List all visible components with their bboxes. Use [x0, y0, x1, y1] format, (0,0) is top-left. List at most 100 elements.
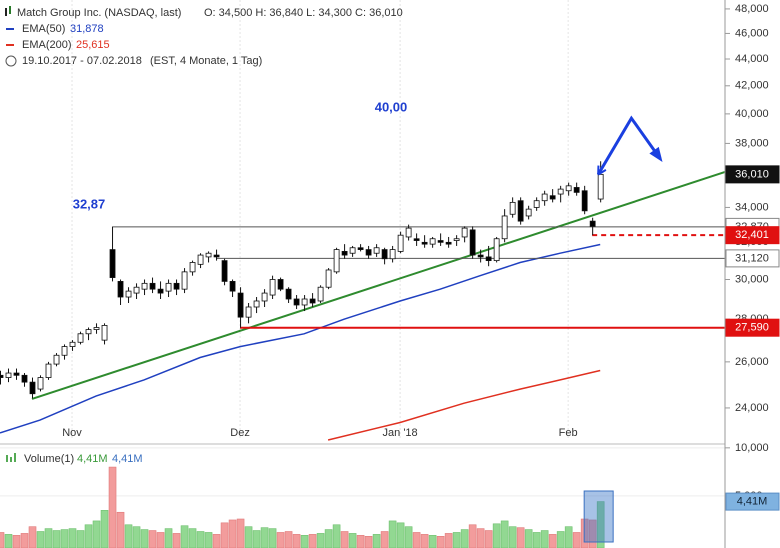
candle-body [181, 271, 188, 290]
candle-body [293, 298, 300, 306]
candle-body [445, 241, 452, 245]
legend-value: 25,615 [76, 39, 110, 51]
candle-body [245, 306, 252, 318]
quote: O: 34,500 H: 36,840 L: 34,300 C: 36,010 [204, 7, 403, 19]
candle-body [317, 286, 324, 302]
candle-body [213, 254, 220, 258]
volume-bar [508, 526, 517, 548]
arrow-head [649, 146, 663, 163]
volume-bar [476, 528, 485, 548]
y-tick-label: 26,000 [735, 356, 769, 368]
price-box-label: 32,401 [735, 229, 769, 241]
price-box-label: 31,120 [735, 252, 769, 264]
candle-body [469, 229, 476, 256]
volume-bar [532, 532, 541, 548]
candle-body [373, 247, 380, 254]
volume-bar [212, 534, 221, 548]
x-tick-label: Jan '18 [383, 427, 418, 439]
candle-body [517, 200, 524, 222]
candle-body [229, 281, 236, 292]
price-box-label: 36,010 [735, 168, 769, 180]
candle-body [325, 269, 332, 288]
annotation: 32,87 [73, 196, 106, 211]
volume-bar [28, 526, 37, 548]
candle-body [85, 329, 92, 335]
price-box [725, 165, 780, 184]
candle-body [429, 238, 436, 245]
candle-body [165, 282, 172, 292]
candle-body [173, 282, 180, 290]
volume-bar [244, 526, 253, 548]
ema-line [0, 243, 601, 434]
volume-bar [324, 529, 333, 548]
volume-bar [332, 524, 341, 548]
candle-body [565, 185, 572, 192]
volume-bar [236, 518, 245, 548]
volume-bar [484, 530, 493, 548]
volume-bar [0, 532, 5, 548]
annotation: 40,00 [375, 99, 408, 114]
candle-body [509, 201, 516, 215]
volume-bar [20, 533, 29, 548]
price-box-label: 4,41M [737, 496, 768, 508]
legend-name: EMA(200) [22, 39, 72, 51]
candle-body [77, 333, 84, 343]
candle-body [157, 288, 164, 294]
volume-pane [0, 447, 725, 548]
arrow-head [597, 165, 607, 176]
volume-bar [276, 532, 285, 548]
icon [6, 455, 8, 462]
y-tick-label: 40,000 [735, 108, 769, 120]
volume-bar [68, 528, 77, 548]
legend-value: 31,878 [70, 23, 104, 35]
y-tick-label: 38,000 [735, 137, 769, 149]
volume-bar [204, 532, 213, 548]
volume-bar [44, 528, 53, 548]
y-tick-label: 24,000 [735, 402, 769, 414]
candle-body [541, 193, 548, 202]
candle-body [53, 354, 60, 365]
volume-bar [140, 529, 149, 548]
candle-body [349, 247, 356, 254]
volume-bar [420, 534, 429, 548]
candle-body [189, 262, 196, 273]
volume-bar [60, 529, 69, 548]
projection-arrow [596, 115, 662, 176]
candle-body [365, 249, 372, 256]
y-tick-label: 30,000 [735, 273, 769, 285]
candle-body [597, 173, 604, 200]
candle-body [301, 298, 308, 306]
candle-body [309, 298, 316, 304]
volume-bar [396, 522, 405, 548]
volume-bar [524, 529, 533, 548]
candle-body [205, 252, 212, 258]
candle-body [221, 260, 228, 282]
candle-body [405, 227, 412, 238]
candle-body [453, 238, 460, 241]
candle-body [133, 286, 140, 294]
volume-bar [492, 523, 501, 548]
volume-bar [4, 534, 13, 548]
price-box [725, 492, 780, 511]
volume-bar [404, 526, 413, 548]
candle-body [461, 227, 468, 238]
price-box [725, 226, 780, 245]
volume-bar [548, 534, 557, 548]
y-tick-label: 46,000 [735, 27, 769, 39]
x-tick-label: Feb [559, 427, 578, 439]
candle-body [117, 281, 124, 298]
candle-body [29, 381, 36, 395]
candle-body [45, 363, 52, 378]
volume-bar [316, 533, 325, 548]
volume-bar [340, 531, 349, 548]
legend: Match Group Inc. (NASDAQ, last) O: 34,50… [5, 6, 403, 465]
candle-body [21, 374, 28, 383]
legend-name: EMA(50) [22, 23, 65, 35]
volume-bar [252, 530, 261, 548]
volume-bar [52, 530, 61, 548]
candle-body [109, 249, 116, 278]
price-box [725, 249, 780, 268]
price-box [725, 318, 780, 337]
